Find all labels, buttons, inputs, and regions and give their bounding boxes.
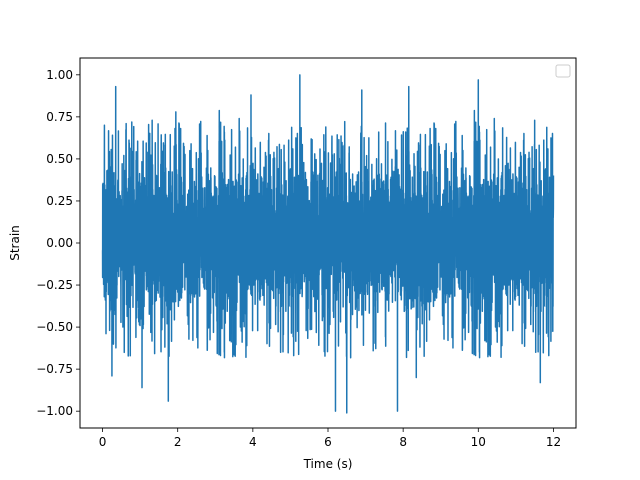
x-tick-label: 10 [471, 435, 486, 449]
series-line [101, 74, 555, 414]
y-tick-label: 0.00 [46, 236, 73, 250]
x-tick-label: 8 [399, 435, 407, 449]
y-tick-label: 0.75 [46, 110, 73, 124]
x-axis-label: Time (s) [303, 457, 353, 471]
y-axis-label: Strain [8, 225, 22, 261]
legend-box [555, 64, 571, 78]
x-tick-label: 0 [99, 435, 107, 449]
y-axis: −1.00 −0.75 −0.50 −0.25 0.00 0.25 0.50 0.75 1.00 [36, 68, 80, 418]
y-tick-label: −0.25 [36, 278, 73, 292]
y-tick-label: 0.25 [46, 194, 73, 208]
x-tick-label: 6 [324, 435, 332, 449]
y-tick-label: 0.50 [46, 152, 73, 166]
y-tick-label: −0.75 [36, 362, 73, 376]
y-tick-label: −0.50 [36, 320, 73, 334]
y-tick-label: 1.00 [46, 68, 73, 82]
x-tick-label: 4 [249, 435, 257, 449]
x-tick-label: 12 [546, 435, 561, 449]
x-tick-label: 2 [174, 435, 182, 449]
y-tick-label: −1.00 [36, 404, 73, 418]
series-layer [101, 74, 555, 414]
x-axis: 0 2 4 6 8 10 12 [99, 428, 561, 449]
